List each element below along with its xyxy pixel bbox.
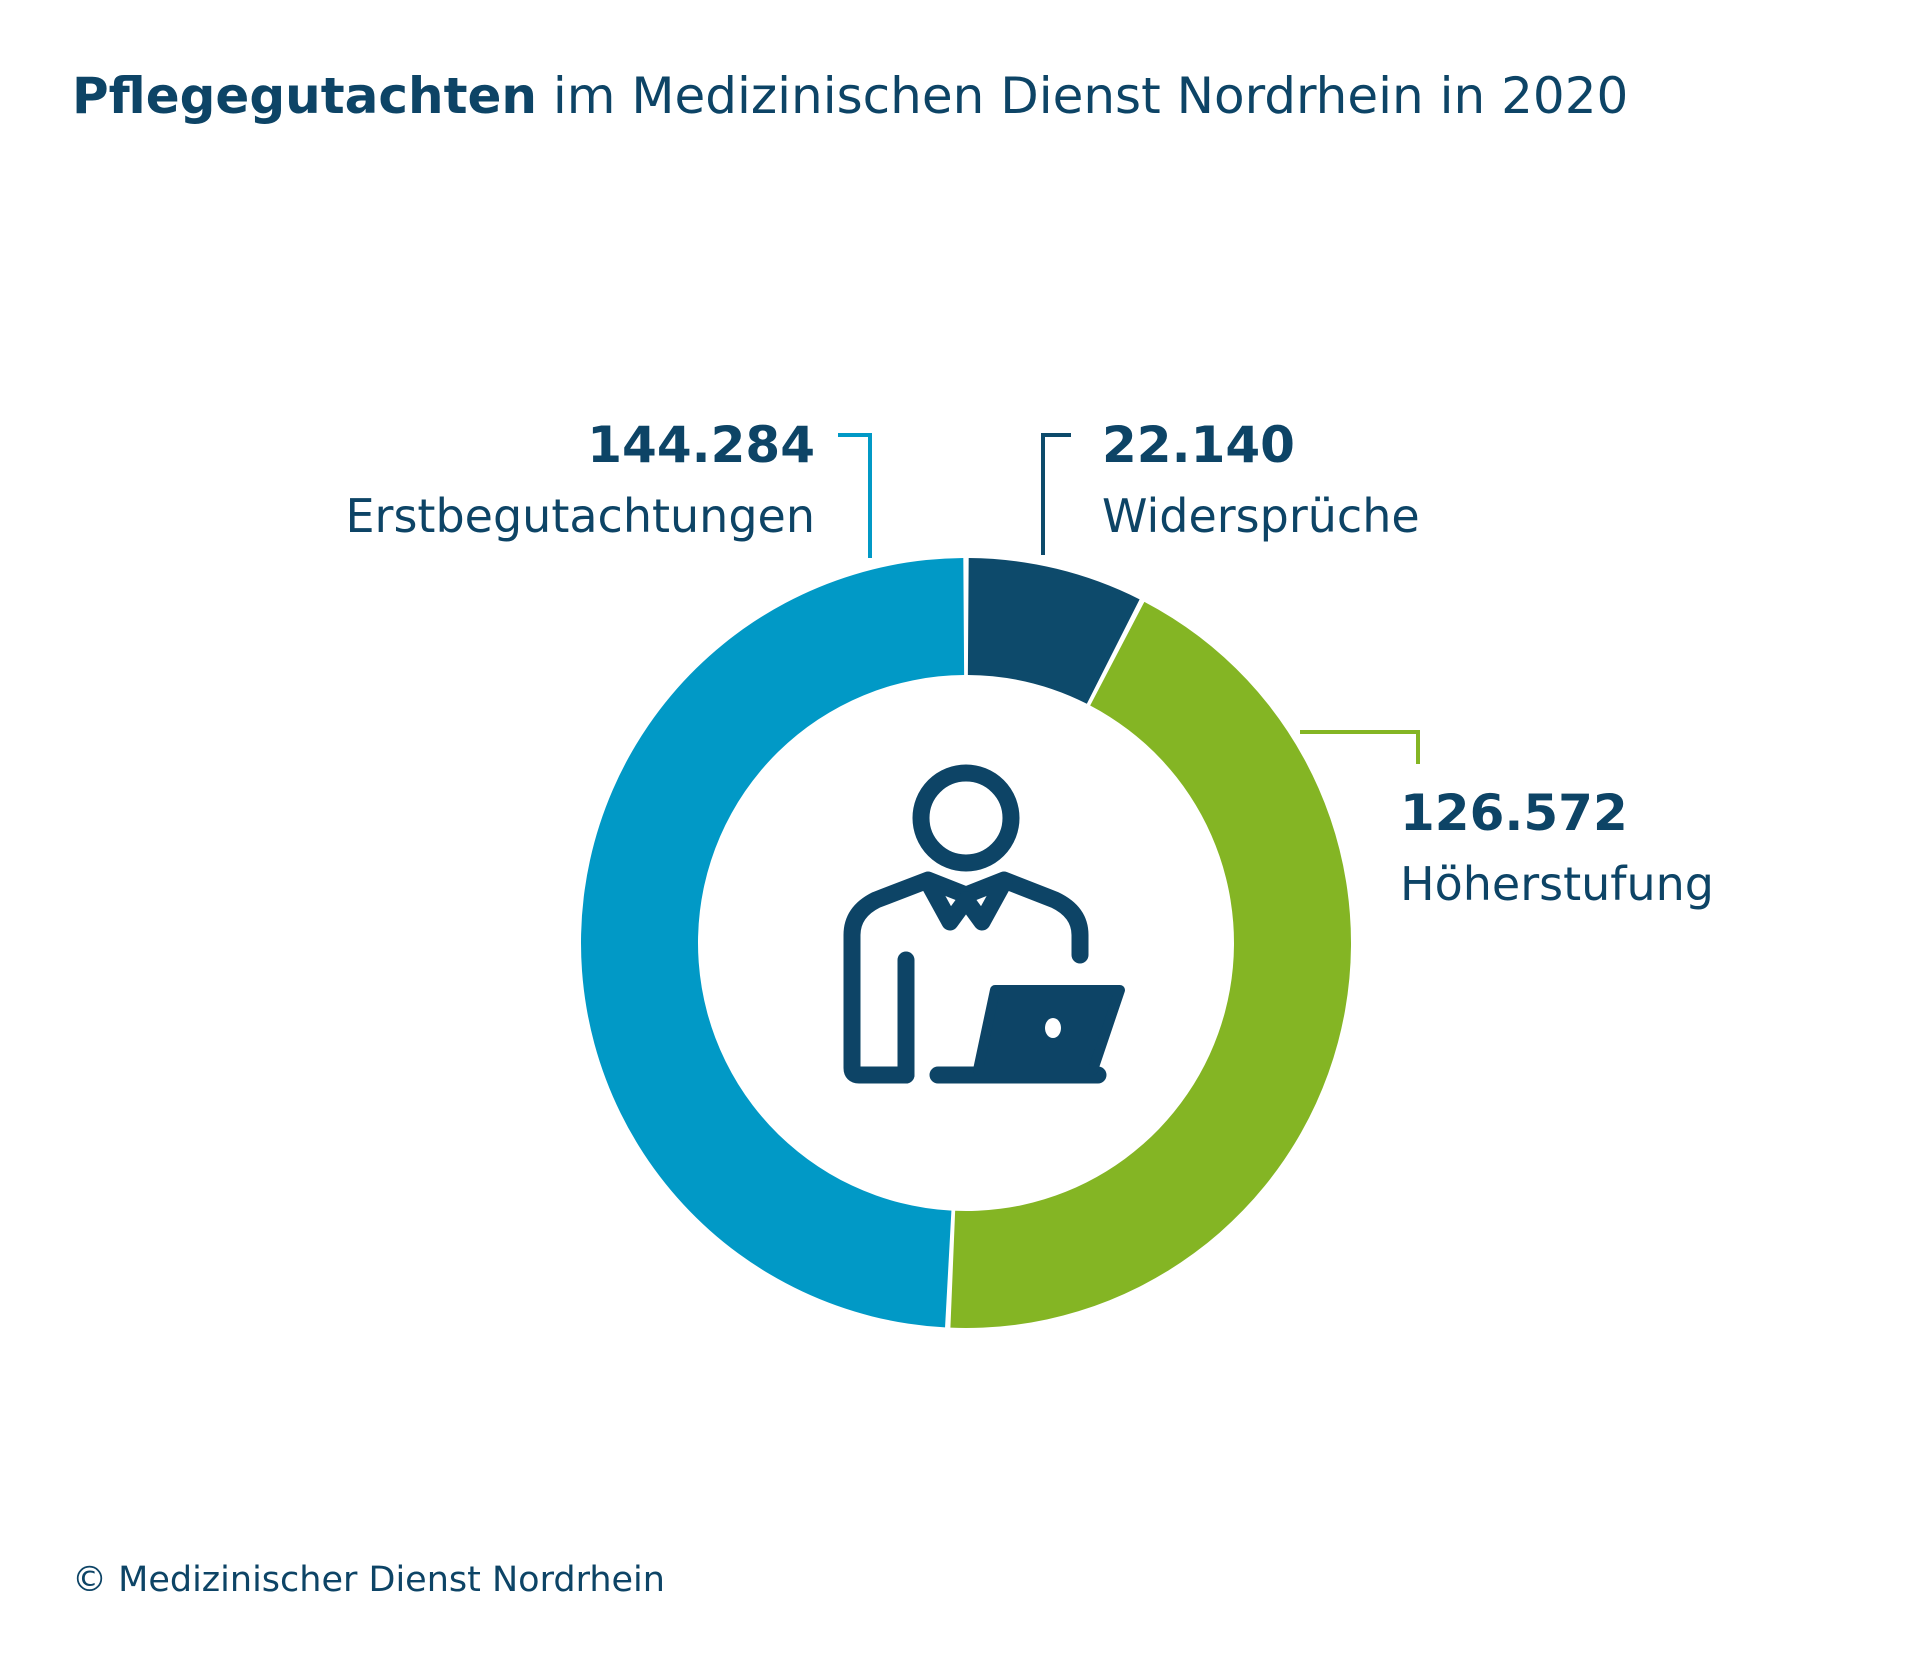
leader-line-widersprueche — [1041, 433, 1071, 555]
category-label-hoeherstufung: Höherstufung — [1400, 857, 1714, 911]
donut-segments — [581, 558, 1351, 1328]
chart-title-bold: Pflegegutachten — [72, 67, 537, 125]
donut-segment-widersprche — [967, 558, 1140, 704]
value-label-hoeherstufung: 126.572 — [1400, 784, 1628, 842]
category-label-erstbegutachtungen: Erstbegutachtungen — [345, 489, 815, 543]
copyright-footer: © Medizinischer Dienst Nordrhein — [72, 1560, 665, 1600]
donut-segment-hherstufung — [950, 601, 1351, 1328]
value-label-widersprueche: 22.140 — [1102, 416, 1295, 474]
donut-segment-erstbegutachtungen — [581, 558, 965, 1328]
person-at-laptop-icon — [843, 764, 1125, 1084]
category-label-widersprueche: Widersprüche — [1102, 489, 1420, 543]
chart-title: Pflegegutachten im Medizinischen Dienst … — [72, 66, 1628, 126]
leader-line-hoeherstufung — [1300, 730, 1420, 764]
chart-title-rest: im Medizinischen Dienst Nordrhein in 202… — [537, 67, 1629, 125]
leader-line-erstbegutachtungen — [838, 433, 872, 558]
value-label-erstbegutachtungen: 144.284 — [587, 416, 815, 474]
